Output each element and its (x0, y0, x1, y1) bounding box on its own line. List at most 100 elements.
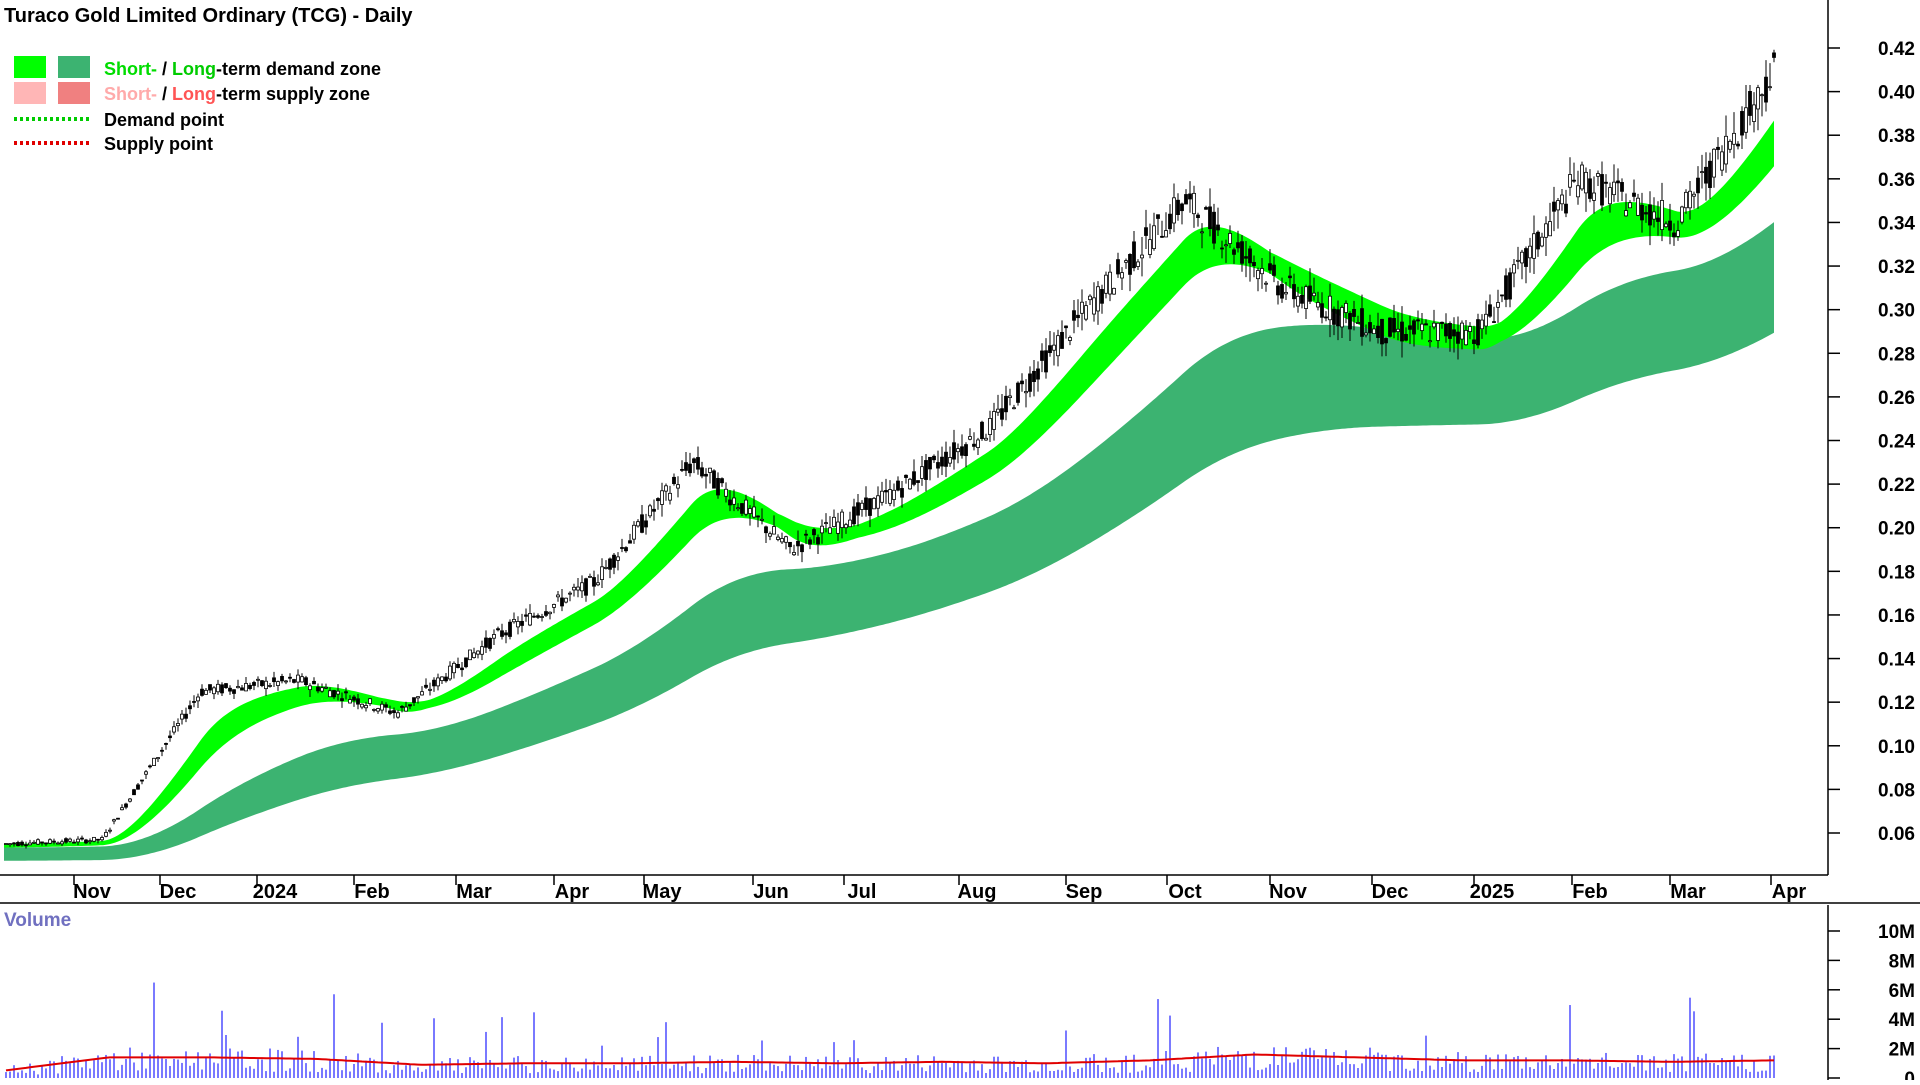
candle-body (620, 547, 624, 549)
candle-body (776, 536, 780, 540)
legend-demand-zone: Short- / Long-term demand zone (104, 59, 381, 79)
candle-body (1624, 210, 1628, 217)
candle-body (92, 836, 96, 842)
candle-body (816, 537, 820, 545)
candle-body (1020, 380, 1024, 385)
candle-body (524, 614, 528, 617)
candle-body (1188, 193, 1192, 200)
candle-body (508, 621, 512, 637)
candle-body (544, 611, 548, 616)
candle-body (340, 698, 344, 702)
candle-body (1404, 334, 1408, 341)
x-tick-label: Oct (1168, 881, 1202, 903)
candle-body (1060, 331, 1064, 349)
candle-body (580, 582, 584, 592)
candle-body (940, 456, 944, 467)
candle-body (132, 789, 136, 796)
candle-body (1324, 316, 1328, 319)
candle-body (24, 844, 28, 847)
candle-body (976, 439, 980, 448)
candle-body (648, 505, 652, 517)
candle-body (72, 841, 76, 844)
candle-body (756, 515, 760, 518)
candle-body (1600, 174, 1604, 206)
candle-body (88, 840, 92, 843)
candle-body (128, 798, 132, 802)
candle-body (1392, 318, 1396, 333)
candle-body (332, 690, 336, 698)
candle-body (1560, 194, 1564, 205)
candle-body (1328, 295, 1332, 321)
candle-body (124, 803, 128, 808)
candle-body (592, 577, 596, 587)
candle-body (1200, 231, 1204, 234)
candle-body (292, 679, 296, 683)
candle-body (1420, 323, 1424, 331)
candle-body (564, 597, 568, 603)
candle-body (1544, 223, 1548, 238)
y-tick-label: 0.08 (1878, 780, 1915, 801)
candle-body (1572, 179, 1576, 182)
candle-body (1360, 308, 1364, 337)
candle-body (928, 456, 932, 470)
candle-body (1076, 314, 1080, 319)
candle-body (312, 680, 316, 685)
candle-body (1348, 313, 1352, 330)
candle-body (96, 838, 100, 841)
candle-body (744, 499, 748, 515)
candle-body (1004, 395, 1008, 413)
candle-body (1704, 166, 1708, 184)
candle-body (696, 457, 700, 470)
candle-body (624, 547, 628, 552)
x-tick-label: Feb (354, 881, 390, 903)
legend-supply-point: Supply point (104, 134, 213, 154)
candle-body (1580, 164, 1584, 190)
candle-body (1508, 272, 1512, 300)
candle-body (1164, 230, 1168, 238)
candle-body (1444, 323, 1448, 337)
candle-body (1332, 308, 1336, 325)
candle-body (364, 705, 368, 709)
candle-body (1464, 329, 1468, 346)
candle-body (236, 686, 240, 689)
candle-body (108, 829, 112, 832)
candle-body (1088, 295, 1092, 301)
candle-body (1552, 201, 1556, 212)
candle-body (1412, 320, 1416, 335)
candle-body (904, 474, 908, 478)
candle-body (812, 529, 816, 536)
candle-body (1732, 132, 1736, 145)
candles-layer (4, 49, 1776, 849)
candle-body (424, 684, 428, 688)
candle-body (632, 524, 636, 540)
volume-layer (5, 982, 1775, 1078)
candle-body (1500, 294, 1504, 297)
candle-body (172, 726, 176, 733)
candle-body (1100, 289, 1104, 304)
candle-body (16, 842, 20, 846)
candle-body (1692, 193, 1696, 197)
candle-body (996, 408, 1000, 413)
candle-body (384, 704, 388, 708)
candle-body (284, 680, 288, 683)
candle-body (436, 677, 440, 687)
candle-body (1044, 350, 1048, 373)
candle-body (692, 458, 696, 464)
candle-body (272, 677, 276, 683)
candle-body (716, 478, 720, 496)
candle-body (1576, 185, 1580, 198)
candle-body (192, 701, 196, 703)
candle-body (496, 628, 500, 631)
candle-body (324, 686, 328, 689)
candle-body (1496, 302, 1500, 308)
candle-body (676, 484, 680, 489)
candle-body (556, 594, 560, 598)
candle-body (1288, 275, 1292, 279)
candle-body (12, 842, 16, 845)
candle-body (1368, 322, 1372, 334)
candle-body (416, 696, 420, 699)
candle-body (320, 687, 324, 692)
candle-body (280, 676, 284, 682)
candle-body (1264, 282, 1268, 285)
candle-body (1408, 325, 1412, 330)
